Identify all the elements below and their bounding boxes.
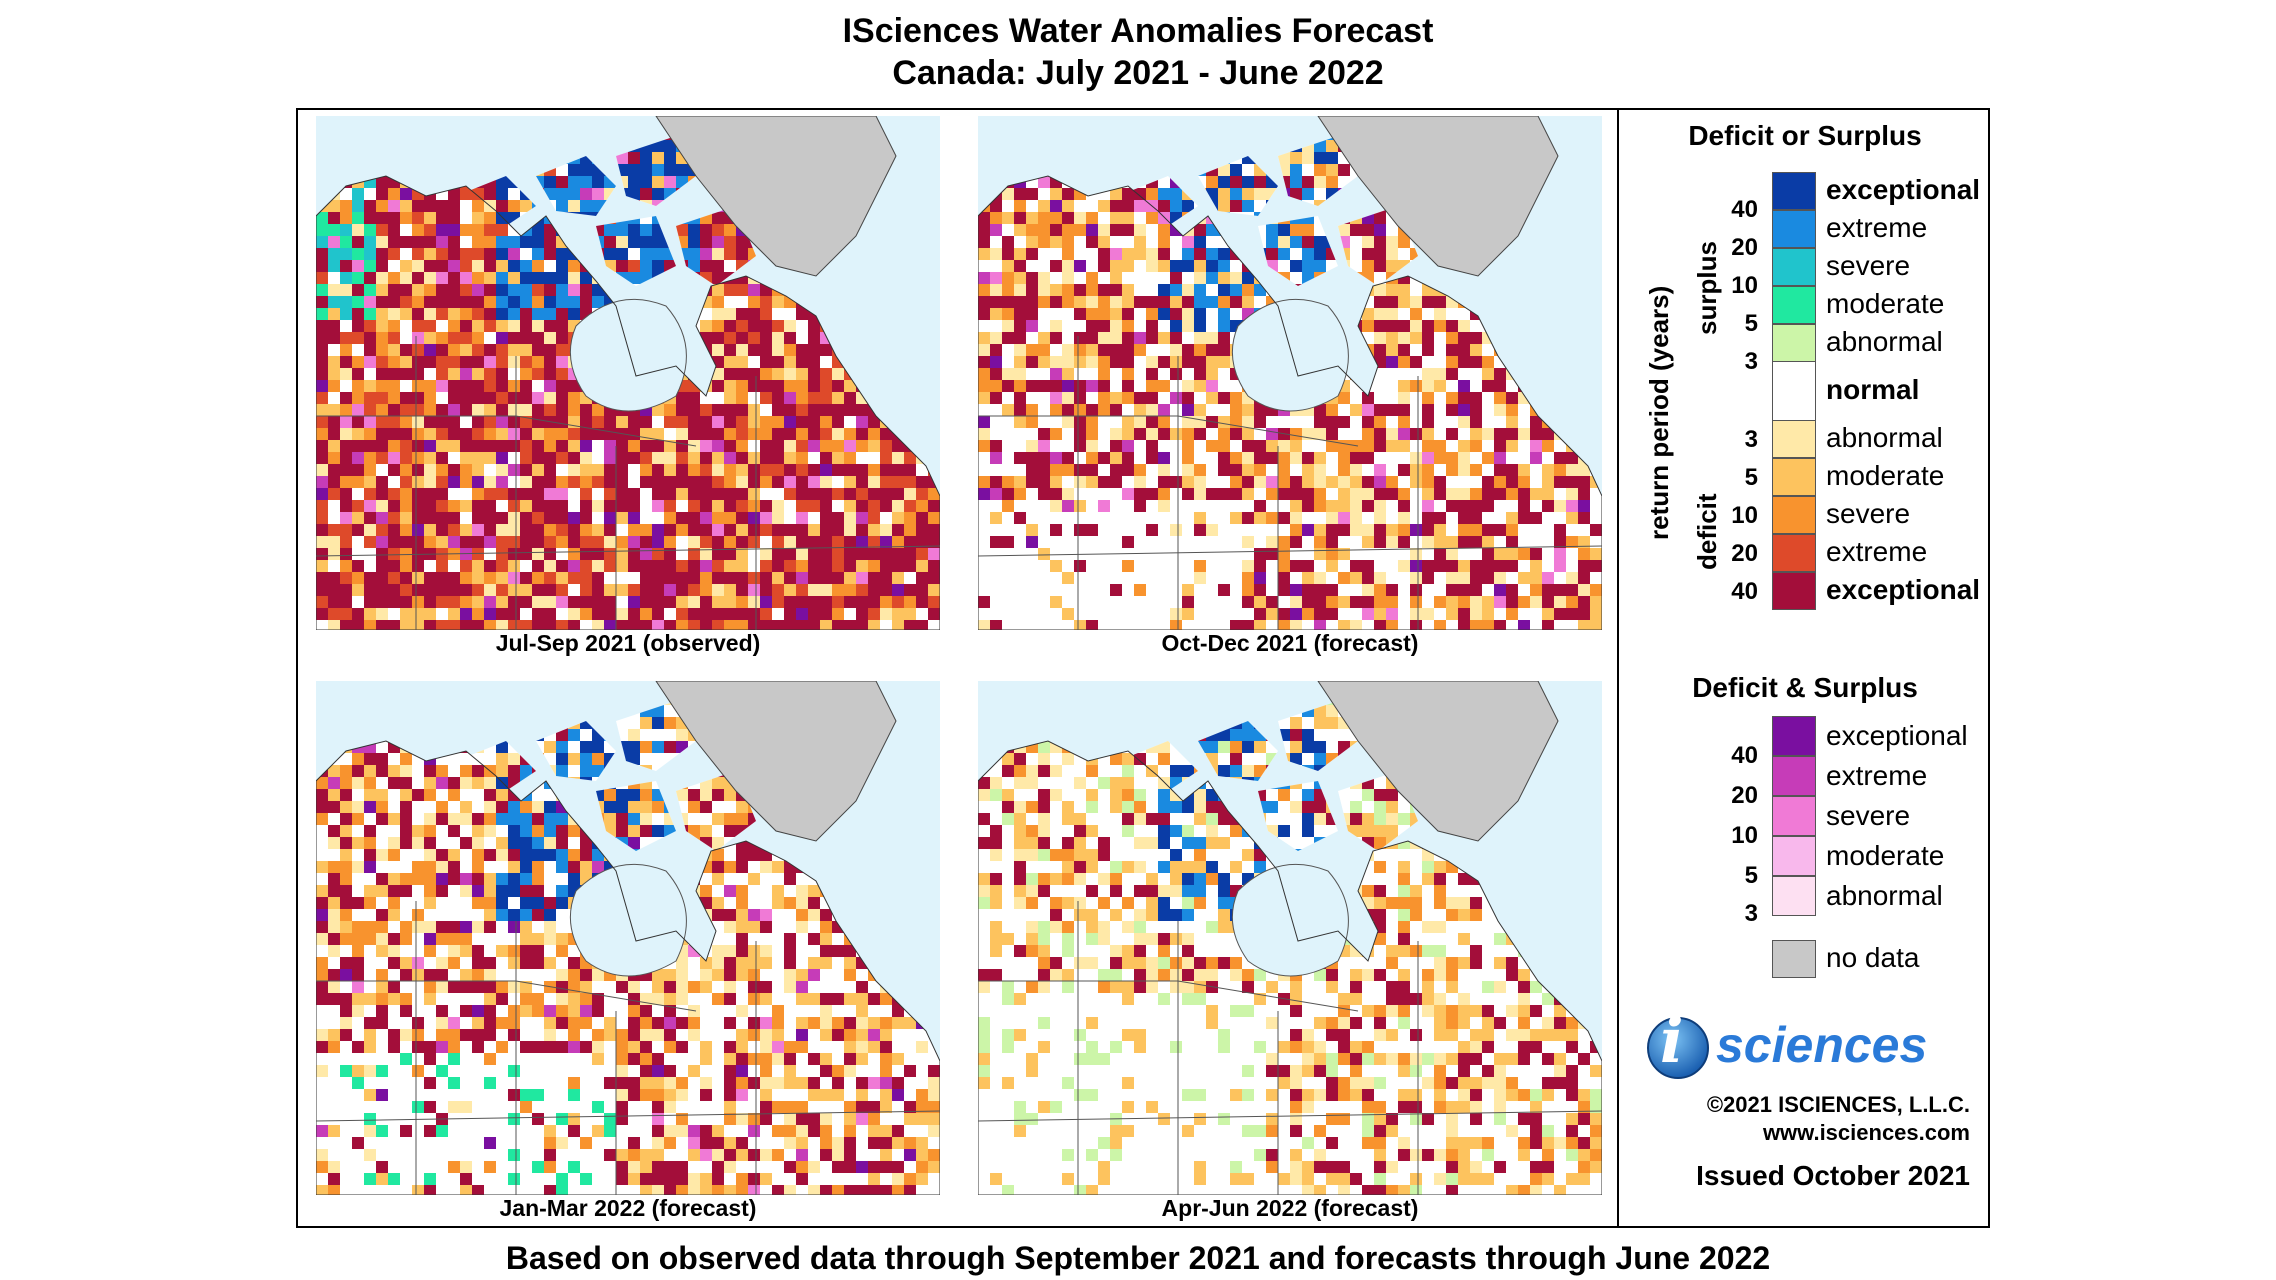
province-border xyxy=(316,1110,940,1122)
legend-swatch-combined xyxy=(1772,716,1816,756)
legend-swatch xyxy=(1772,210,1816,248)
legend-label: moderate xyxy=(1826,288,1945,319)
legend-swatch-combined xyxy=(1772,836,1816,876)
isciences-logo: i sciences xyxy=(1640,1004,1980,1080)
greenland-nodata xyxy=(655,681,897,842)
logo-i-letter: i xyxy=(1660,1004,1684,1077)
legend-swatch-nodata xyxy=(1772,940,1816,978)
map-svg xyxy=(978,116,1602,630)
map-panel-oct-dec xyxy=(978,116,1602,630)
legend-label-combined: abnormal xyxy=(1826,880,1943,911)
panel-caption: Jan-Mar 2022 (forecast) xyxy=(499,1195,757,1221)
footer-note: Based on observed data through September… xyxy=(505,1240,1771,1276)
legend-label-combined: extreme xyxy=(1826,760,1928,791)
coastline xyxy=(316,175,940,630)
coastline xyxy=(316,740,940,1195)
legend-axis-label: return period (years) xyxy=(1644,285,1674,540)
greenland-nodata xyxy=(655,116,897,277)
legend-label-combined: severe xyxy=(1826,800,1911,831)
legend-return-period: 40 xyxy=(1731,742,1758,769)
legend-return-period: 10 xyxy=(1731,272,1758,299)
legend-return-period: 20 xyxy=(1731,782,1758,809)
legend-swatch xyxy=(1772,286,1816,324)
legend-swatch-combined xyxy=(1772,756,1816,796)
legend-return-period: 5 xyxy=(1744,862,1758,889)
logo-graphic xyxy=(1647,1017,1709,1079)
legend-label-nodata: no data xyxy=(1826,942,1920,973)
legend-label: exceptional xyxy=(1826,574,1981,605)
coastline xyxy=(978,740,1602,1195)
legend-label: abnormal xyxy=(1826,326,1943,357)
map-subtitle: Canada: July 2021 - June 2022 xyxy=(892,54,1384,92)
map-svg xyxy=(978,681,1602,1195)
legend-return-period: 3 xyxy=(1744,900,1758,927)
greenland-nodata xyxy=(1317,116,1559,277)
legend-label: moderate xyxy=(1826,460,1945,491)
hudson-bay xyxy=(569,863,687,977)
legend-swatch xyxy=(1772,172,1816,210)
legend-return-period: 40 xyxy=(1731,196,1758,223)
legend-label: extreme xyxy=(1826,212,1928,243)
website: www.isciences.com xyxy=(1762,1120,1970,1145)
legend-swatch xyxy=(1772,420,1816,458)
legend-divider xyxy=(1617,108,1619,1228)
legend-swatch xyxy=(1772,362,1816,420)
hudson-bay xyxy=(1231,298,1349,412)
map-svg xyxy=(316,681,940,1195)
legend-swatch-combined xyxy=(1772,876,1816,916)
legend-swatch xyxy=(1772,248,1816,286)
legend-return-period: 3 xyxy=(1744,348,1758,375)
greenland-nodata xyxy=(1317,681,1559,842)
legend-label: extreme xyxy=(1826,536,1928,567)
legend-swatch xyxy=(1772,572,1816,610)
issued-date: Issued October 2021 xyxy=(1696,1160,1970,1191)
map-panel-jan-mar xyxy=(316,681,940,1195)
legend-label: exceptional xyxy=(1826,174,1981,205)
legend-swatch xyxy=(1772,496,1816,534)
legend-label-combined: moderate xyxy=(1826,840,1945,871)
province-border xyxy=(978,1110,1602,1122)
map-svg xyxy=(316,116,940,630)
legend-label: severe xyxy=(1826,498,1911,529)
copyright: ©2021 ISCIENCES, L.L.C. xyxy=(1706,1092,1970,1117)
legend-swatch xyxy=(1772,458,1816,496)
panel-caption: Oct-Dec 2021 (forecast) xyxy=(1161,630,1419,656)
legend-swatch xyxy=(1772,324,1816,362)
legend-return-period: 5 xyxy=(1744,310,1758,337)
hudson-bay xyxy=(569,298,687,412)
province-border xyxy=(978,545,1602,557)
legend-return-period: 40 xyxy=(1731,578,1758,605)
province-border xyxy=(316,545,940,557)
map-panel-apr-jun xyxy=(978,681,1602,1195)
panel-caption: Jul-Sep 2021 (observed) xyxy=(495,630,761,656)
legend-label: severe xyxy=(1826,250,1911,281)
coastline xyxy=(978,175,1602,630)
legend-return-period: 20 xyxy=(1731,234,1758,261)
figure-frame xyxy=(296,108,1990,1228)
map-title: ISciences Water Anomalies Forecast xyxy=(842,12,1434,50)
legend-label: abnormal xyxy=(1826,422,1943,453)
legend-title-deficit-and-surplus: Deficit & Surplus xyxy=(1692,672,1918,703)
legend-swatch xyxy=(1772,534,1816,572)
legend-label: normal xyxy=(1826,374,1920,405)
legend-label-combined: exceptional xyxy=(1826,720,1968,751)
legend-title-deficit-or-surplus: Deficit or Surplus xyxy=(1688,120,1922,151)
legend-return-period: 5 xyxy=(1744,464,1758,491)
panel-caption: Apr-Jun 2022 (forecast) xyxy=(1161,1195,1419,1221)
logo-wordmark: sciences xyxy=(1716,1017,1928,1073)
hudson-bay xyxy=(1231,863,1349,977)
map-panel-jul-sep xyxy=(316,116,940,630)
legend-return-period: 10 xyxy=(1731,822,1758,849)
legend-return-period: 20 xyxy=(1731,540,1758,567)
legend-return-period: 3 xyxy=(1744,426,1758,453)
legend-swatch-combined xyxy=(1772,796,1816,836)
legend-return-period: 10 xyxy=(1731,502,1758,529)
